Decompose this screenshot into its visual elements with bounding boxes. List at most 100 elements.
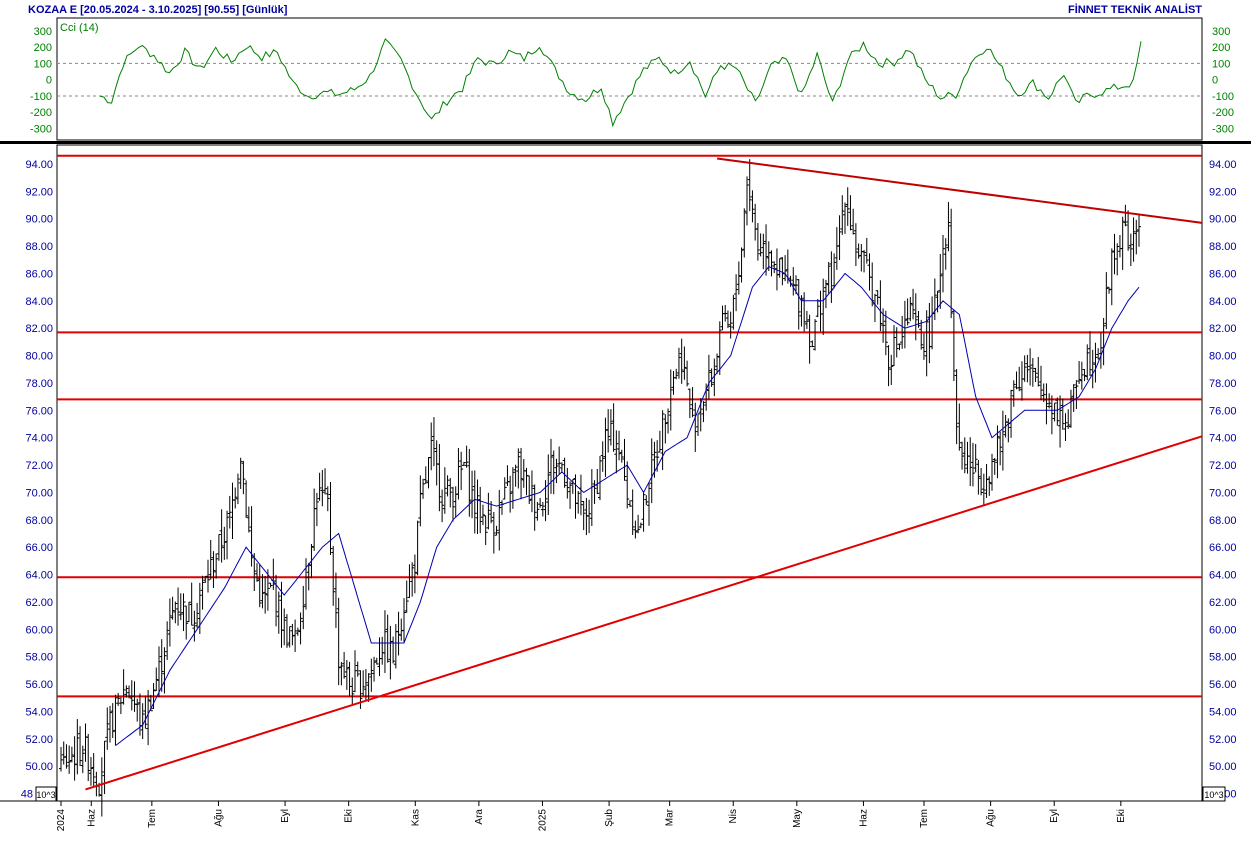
- moving-average-line: [115, 265, 1140, 747]
- left-axis-badge: 10^3: [35, 786, 57, 802]
- x-tick-label: 2024: [56, 809, 67, 832]
- chart-title: KOZAA E [20.05.2024 - 3.10.2025] [90.55]…: [28, 4, 288, 16]
- cci-tick-label-right: -200: [1212, 107, 1234, 119]
- price-tick-label-left: 74.00: [25, 433, 53, 445]
- price-tick-label-right: 92.00: [1209, 186, 1237, 198]
- cci-tick-label-left: 200: [34, 42, 52, 54]
- right-badge-text: 10^3: [1204, 790, 1223, 800]
- price-tick-label-left: 64.00: [25, 570, 53, 582]
- price-tick-label-right: 64.00: [1209, 570, 1237, 582]
- x-tick-label: Tem: [919, 809, 930, 828]
- x-tick-label: May: [792, 809, 803, 828]
- price-tick-label-right: 60.00: [1209, 624, 1237, 636]
- cci-series-line: [99, 38, 1142, 128]
- x-tick-label: Eki: [344, 809, 355, 823]
- x-tick-label: 2025: [538, 809, 549, 832]
- price-tick-label-right: 52.00: [1209, 734, 1237, 746]
- x-tick-label: Haz: [86, 809, 97, 827]
- price-tick-label-left: 54.00: [25, 706, 53, 718]
- cci-tick-label-left: 100: [34, 58, 52, 70]
- price-tick-label-left: 72.00: [25, 460, 53, 472]
- cci-panel: Cci (14) 300 300 200 200 100 100 0 0 -100 -100 -20…: [30, 17, 1234, 141]
- x-tick-label: Ağu: [986, 809, 997, 827]
- price-tick-label-left: 94.00: [25, 159, 53, 171]
- cci-tick-label-right: -100: [1212, 91, 1234, 103]
- price-tick-label-left: 92.00: [25, 186, 53, 198]
- x-tick-label: Haz: [858, 809, 869, 827]
- price-tick-label-left: 80.00: [25, 351, 53, 363]
- price-tick-label-left: 76.00: [25, 405, 53, 417]
- price-tick-label-right: 70.00: [1209, 487, 1237, 499]
- x-tick-label: Kas: [410, 809, 421, 826]
- cci-tick-label-left: -100: [30, 91, 52, 103]
- x-tick-label: Eyl: [280, 809, 291, 823]
- support-trendline: [85, 435, 1203, 791]
- price-tick-labels: 94.00 94.00 92.00 92.00 90.00 90.00 88.00 88.00…: [21, 159, 1237, 801]
- price-tick-label-left: 66.00: [25, 542, 53, 554]
- cci-tick-label-left: 0: [46, 75, 52, 87]
- x-tick-label: Şub: [604, 809, 615, 827]
- price-bars: [59, 159, 1141, 817]
- price-tick-label-left: 50.00: [25, 761, 53, 773]
- price-tick-label-left: 70.00: [25, 487, 53, 499]
- cci-tick-labels: 300 300 200 200 100 100 0 0 -100 -100 -200 -200 -300…: [30, 26, 1234, 136]
- cci-tick-label-right: 200: [1212, 42, 1230, 54]
- left-badge-text: 10^3: [36, 790, 55, 800]
- brand-label: FİNNET TEKNİK ANALİST: [1068, 3, 1202, 16]
- price-tick-label-left: 62.00: [25, 597, 53, 609]
- price-tick-label-right: 76.00: [1209, 405, 1237, 417]
- x-tick-label: Nis: [728, 809, 739, 823]
- price-panel-frame: [56, 144, 1203, 802]
- price-tick-label-right: 50.00: [1209, 761, 1237, 773]
- cci-tick-label-left: -200: [30, 107, 52, 119]
- x-tick-label: Eki: [1116, 809, 1127, 823]
- cci-tick-label-left: -300: [30, 123, 52, 135]
- price-tick-label-right: 84.00: [1209, 296, 1237, 308]
- x-axis: 2024 Haz Tem Ağu Eyl Eki Kas Ara 2025 Şub Mar Nis Ma…: [0, 800, 1202, 831]
- trendlines: [85, 157, 1203, 791]
- price-tick-label-right: 68.00: [1209, 515, 1237, 527]
- right-axis-badge: 10^3: [1202, 786, 1226, 802]
- x-tick-label: Ağu: [214, 809, 225, 827]
- price-tick-label-left: 58.00: [25, 652, 53, 664]
- x-tick-label: Eyl: [1049, 809, 1060, 823]
- price-tick-label-right: 56.00: [1209, 679, 1237, 691]
- price-tick-label-left: 78.00: [25, 378, 53, 390]
- x-tick-label: Tem: [147, 809, 158, 828]
- x-tick-label: Ara: [474, 809, 485, 825]
- price-tick-label-right: 80.00: [1209, 351, 1237, 363]
- right-badge-box: [1202, 786, 1226, 802]
- price-tick-label-right: 66.00: [1209, 542, 1237, 554]
- price-tick-label-left: 82.00: [25, 323, 53, 335]
- x-tick-label: Mar: [665, 808, 676, 826]
- x-tick-labels: 2024 Haz Tem Ağu Eyl Eki Kas Ara 2025 Şub Mar Nis Ma…: [56, 801, 1127, 831]
- price-tick-label-right: 90.00: [1209, 214, 1237, 226]
- panel-divider: [0, 141, 1251, 144]
- price-tick-label-left: 86.00: [25, 268, 53, 280]
- price-panel: 94.00 94.00 92.00 92.00 90.00 90.00 88.00 88.00…: [21, 144, 1237, 817]
- price-tick-label-right: 58.00: [1209, 652, 1237, 664]
- resistance-trendline: [716, 157, 1203, 224]
- price-tick-label-right: 62.00: [1209, 597, 1237, 609]
- price-tick-label-left: 48: [21, 789, 33, 801]
- price-tick-label-left: 56.00: [25, 679, 53, 691]
- price-tick-label-right: 72.00: [1209, 460, 1237, 472]
- cci-tick-label-right: 100: [1212, 58, 1230, 70]
- price-tick-label-right: 78.00: [1209, 378, 1237, 390]
- price-tick-label-left: 52.00: [25, 734, 53, 746]
- cci-tick-label-right: 300: [1212, 26, 1230, 38]
- price-tick-label-right: 94.00: [1209, 159, 1237, 171]
- cci-tick-label-left: 300: [34, 26, 52, 38]
- price-tick-label-left: 88.00: [25, 241, 53, 253]
- price-tick-label-right: 54.00: [1209, 706, 1237, 718]
- cci-tick-label-right: -300: [1212, 123, 1234, 135]
- price-tick-label-right: 88.00: [1209, 241, 1237, 253]
- cci-tick-label-right: 0: [1212, 75, 1218, 87]
- price-tick-label-left: 68.00: [25, 515, 53, 527]
- price-tick-label-right: 86.00: [1209, 268, 1237, 280]
- cci-panel-frame: [56, 17, 1203, 141]
- cci-indicator-label: Cci (14): [60, 22, 99, 34]
- price-tick-label-right: 82.00: [1209, 323, 1237, 335]
- price-tick-label-left: 84.00: [25, 296, 53, 308]
